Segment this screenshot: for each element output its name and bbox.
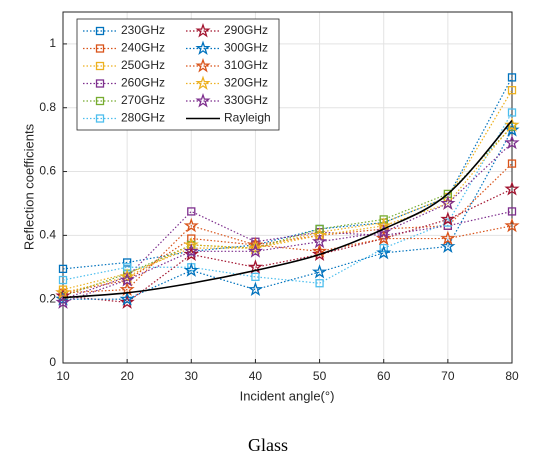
marker	[183, 262, 199, 277]
caption: Glass	[248, 435, 288, 455]
legend-label: 310GHz	[224, 58, 268, 72]
y-tick-label: 0.8	[39, 100, 56, 114]
x-tick-label: 80	[505, 369, 519, 383]
marker	[55, 288, 71, 303]
legend-box	[76, 18, 280, 131]
marker	[440, 211, 456, 226]
legend-label: 270GHz	[121, 93, 165, 107]
marker	[55, 294, 71, 309]
marker	[376, 230, 392, 246]
marker	[247, 243, 264, 258]
legend-label: 240GHz	[121, 41, 165, 55]
marker	[507, 73, 517, 82]
series-line	[62, 142, 513, 303]
marker	[311, 264, 328, 279]
legend-marker	[95, 61, 105, 71]
legend-marker	[195, 93, 211, 108]
axes-box	[62, 11, 513, 364]
legend-label: Rayleigh	[224, 111, 271, 125]
series-line	[62, 89, 513, 291]
series-line	[62, 188, 513, 303]
marker	[187, 207, 196, 216]
legend-label: 330GHz	[224, 93, 268, 107]
x-tick-label: 30	[185, 369, 199, 383]
legend-label: 300GHz	[224, 41, 268, 55]
marker	[247, 281, 264, 297]
x-tick-label: 40	[249, 369, 263, 383]
marker	[119, 291, 135, 306]
y-axis-label: Reflection coefficients	[21, 123, 36, 250]
marker	[119, 294, 135, 309]
marker	[504, 217, 520, 233]
series-line	[62, 119, 513, 299]
legend-marker	[95, 26, 105, 36]
x-tick-label: 50	[313, 369, 327, 383]
x-tick-label: 60	[377, 369, 391, 383]
marker	[440, 230, 456, 246]
x-tick-label: 10	[56, 369, 70, 383]
marker	[440, 195, 456, 210]
legend-marker	[195, 75, 211, 90]
marker	[251, 272, 260, 281]
marker	[183, 236, 199, 252]
y-tick-label: 0.4	[39, 228, 56, 242]
marker	[122, 258, 132, 267]
legend-label: 280GHz	[121, 111, 165, 125]
legend-marker	[195, 58, 211, 73]
marker	[58, 275, 68, 285]
y-tick-label: 0.2	[39, 291, 56, 305]
y-tick-label: 1	[49, 36, 56, 50]
marker	[376, 244, 392, 260]
x-tick-label: 70	[441, 369, 455, 383]
marker	[119, 268, 135, 284]
legend-marker	[195, 40, 211, 55]
legend-marker	[195, 23, 211, 38]
marker	[183, 243, 199, 258]
marker	[507, 108, 517, 117]
series-line	[62, 112, 513, 284]
legend-label: 230GHz	[121, 23, 165, 37]
marker	[507, 86, 517, 95]
marker	[379, 243, 388, 253]
legend-marker	[95, 96, 105, 106]
marker	[183, 217, 199, 233]
y-tick-label: 0	[49, 355, 56, 369]
marker	[504, 134, 520, 150]
y-tick-label: 0.6	[39, 164, 56, 178]
marker	[247, 236, 264, 252]
marker	[507, 159, 517, 168]
marker	[315, 279, 324, 288]
legend-marker	[95, 114, 105, 123]
legend-label: 320GHz	[224, 76, 268, 90]
legend-label: 250GHz	[121, 58, 165, 72]
marker	[311, 227, 328, 242]
legend-marker	[95, 44, 105, 53]
legend-marker	[95, 79, 105, 88]
series-line	[62, 124, 513, 294]
marker	[311, 233, 328, 249]
x-axis-label: Incident angle(°)	[240, 388, 335, 403]
legend-label: 260GHz	[121, 76, 165, 90]
marker	[504, 117, 520, 132]
marker	[119, 272, 135, 287]
marker	[504, 122, 520, 137]
marker	[379, 215, 388, 224]
marker	[58, 264, 68, 274]
x-tick-label: 20	[120, 369, 134, 383]
series-line	[63, 129, 513, 300]
marker	[247, 240, 264, 255]
series-line	[62, 126, 513, 297]
marker	[507, 207, 517, 216]
marker	[504, 181, 520, 196]
marker	[315, 224, 324, 234]
legend-label: 290GHz	[224, 23, 268, 37]
